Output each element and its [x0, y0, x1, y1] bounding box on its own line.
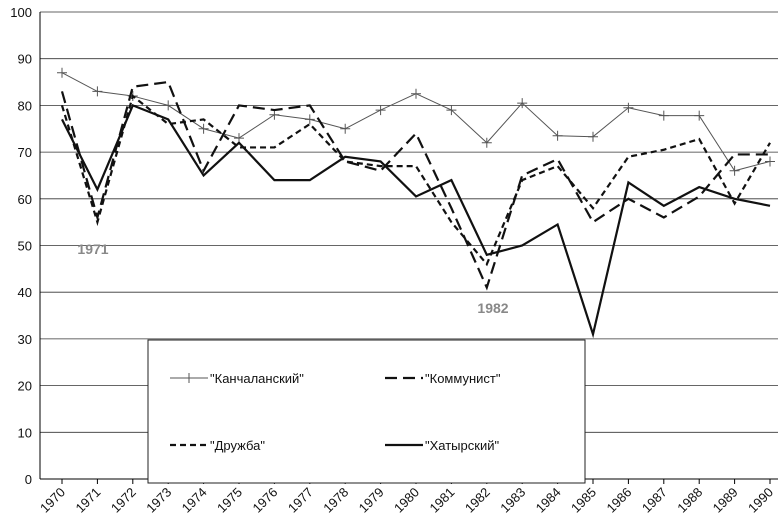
y-tick-label: 60: [18, 192, 32, 207]
y-tick-label: 90: [18, 52, 32, 67]
legend-label: "Хатырский": [425, 438, 499, 453]
plus-marker: [375, 105, 386, 116]
y-tick-label: 80: [18, 98, 32, 113]
legend-box: [147, 339, 586, 484]
plus-marker-shape: [765, 156, 775, 167]
plus-marker: [481, 137, 492, 148]
plus-marker-shape: [694, 110, 705, 121]
legend-label: "Канчаланский": [210, 371, 304, 386]
plus-marker: [765, 156, 775, 167]
plus-marker-shape: [658, 110, 669, 121]
plus-marker: [411, 88, 421, 99]
plus-marker-shape: [446, 105, 457, 116]
legend-marker: [184, 373, 194, 383]
plus-marker: [163, 100, 174, 111]
plus-marker: [57, 67, 67, 78]
plus-marker-shape: [304, 114, 315, 125]
plus-marker: [304, 114, 315, 125]
y-tick-label: 30: [18, 332, 32, 347]
series-line: [60, 80, 770, 291]
y-tick-label: 100: [10, 5, 32, 20]
plus-marker: [729, 165, 740, 176]
plus-marker-shape: [163, 100, 174, 111]
plus-marker-shape: [623, 102, 634, 113]
y-tick-label: 70: [18, 145, 32, 160]
y-tick-label: 40: [18, 285, 32, 300]
legend-label: "Коммунист": [425, 371, 501, 386]
plus-marker-shape: [92, 86, 103, 97]
plus-marker-shape: [481, 137, 492, 148]
plus-marker: [552, 130, 563, 141]
plus-marker-shape: [340, 123, 351, 134]
plus-marker-shape: [588, 131, 598, 142]
y-tick-label: 50: [18, 239, 32, 254]
plus-marker: [198, 123, 209, 134]
plus-marker-shape: [198, 123, 209, 134]
plus-marker-shape: [57, 67, 67, 78]
plus-marker-shape: [517, 98, 528, 109]
annotation: 1982: [477, 300, 508, 316]
plus-marker-shape: [552, 130, 563, 141]
plus-marker: [92, 86, 103, 97]
plus-marker-shape: [375, 105, 386, 116]
plus-marker: [446, 105, 457, 116]
series-line: [61, 103, 771, 339]
plus-marker: [658, 110, 669, 121]
plus-marker-shape: [269, 109, 280, 120]
annotation: 1971: [77, 241, 108, 257]
y-tick-label: 0: [25, 472, 32, 487]
y-tick-label: 20: [18, 379, 32, 394]
plus-marker-shape: [729, 165, 740, 176]
plus-marker: [517, 98, 528, 109]
plus-marker: [694, 110, 705, 121]
series-line: [60, 94, 771, 267]
plus-marker: [340, 123, 351, 134]
legend-label: "Дружба": [210, 438, 265, 453]
plus-marker: [623, 102, 634, 113]
y-tick-label: 10: [18, 425, 32, 440]
plus-marker-shape: [411, 88, 421, 99]
plus-marker: [588, 131, 598, 142]
plus-marker: [269, 109, 280, 120]
